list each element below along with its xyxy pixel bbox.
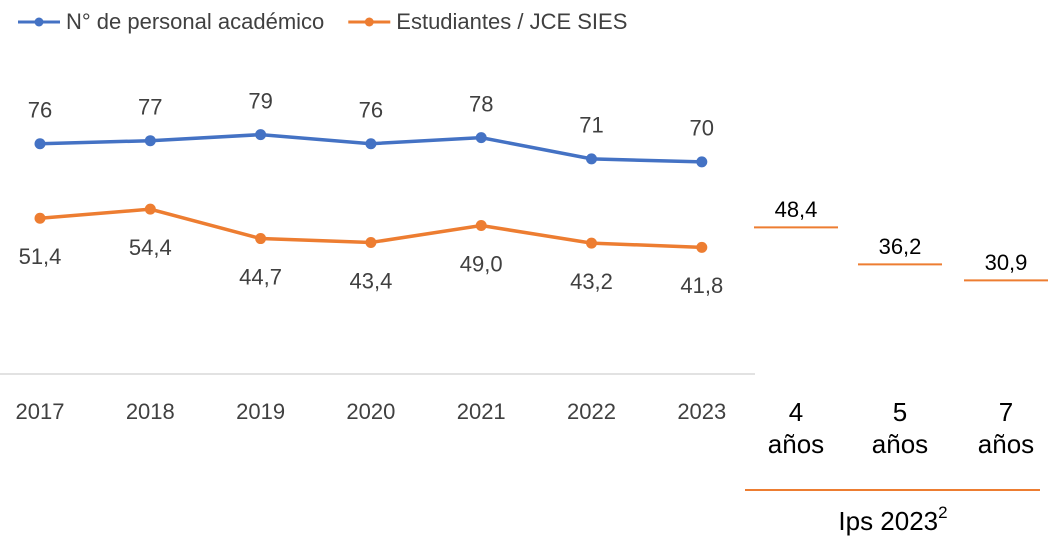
- data-label: 78: [469, 91, 493, 116]
- data-label: 76: [28, 98, 52, 123]
- point: [144, 203, 156, 215]
- point: [144, 135, 156, 147]
- point: [475, 132, 487, 144]
- x-tick-label: 2020: [346, 399, 395, 424]
- data-label: 49,0: [460, 251, 503, 276]
- benchmark-category: 5 años: [871, 397, 929, 459]
- x-tick-label: 2019: [236, 399, 285, 424]
- legend-label: N° de personal académico: [66, 9, 324, 34]
- data-label: 76: [359, 98, 383, 123]
- point: [365, 236, 377, 248]
- point: [696, 241, 708, 253]
- legend-marker: [34, 17, 44, 27]
- point: [696, 156, 708, 168]
- data-label: 43,4: [349, 268, 392, 293]
- data-label: 77: [138, 95, 162, 120]
- data-label: 41,8: [680, 273, 723, 298]
- point: [475, 220, 487, 232]
- point: [255, 129, 267, 141]
- x-tick-label: 2017: [16, 399, 65, 424]
- data-label: 71: [579, 113, 603, 138]
- point: [365, 138, 377, 150]
- legend-marker: [364, 17, 374, 27]
- benchmark-label: 36,2: [879, 234, 922, 259]
- point: [586, 153, 597, 165]
- benchmark-category: 7 años: [977, 397, 1035, 459]
- data-label: 44,7: [239, 264, 282, 289]
- point: [586, 237, 597, 249]
- x-tick-label: 2022: [567, 399, 616, 424]
- benchmark-label: 48,4: [775, 197, 818, 222]
- point: [34, 138, 46, 150]
- data-label: 54,4: [129, 235, 172, 260]
- point: [255, 233, 267, 245]
- benchmark-category: 4 años: [767, 397, 825, 459]
- data-label: 79: [248, 88, 272, 113]
- benchmark-group-title: Ips 20232: [838, 503, 947, 535]
- x-tick-label: 2018: [126, 399, 175, 424]
- data-label: 43,2: [570, 269, 613, 294]
- data-label: 70: [690, 116, 714, 141]
- group-title-sup: 2: [938, 503, 947, 522]
- point: [34, 212, 46, 224]
- x-tick-label: 2023: [677, 399, 726, 424]
- legend-label: Estudiantes / JCE SIES: [396, 9, 627, 34]
- data-label: 51,4: [19, 244, 62, 269]
- x-tick-label: 2021: [457, 399, 506, 424]
- benchmark-label: 30,9: [985, 250, 1028, 275]
- group-title-text: Ips 2023: [838, 506, 938, 536]
